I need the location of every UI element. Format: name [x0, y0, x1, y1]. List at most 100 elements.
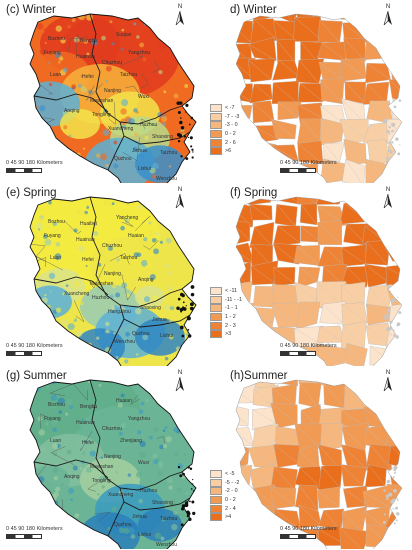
choropleth-cell [206, 0, 231, 18]
legend-label: 0 - 2 [225, 131, 236, 138]
legend-swatch [210, 330, 222, 339]
choropleth-edge [388, 409, 402, 429]
legend-swatch [210, 304, 222, 313]
choropleth-cell [294, 484, 319, 512]
surface-speckle [158, 463, 163, 469]
choropleth-cell [248, 321, 274, 349]
island [190, 488, 193, 490]
surface-speckle [78, 245, 85, 252]
surface-speckle [79, 226, 82, 230]
legend-swatch [210, 513, 222, 522]
choropleth-edge [206, 59, 231, 83]
surface-speckle [44, 294, 47, 297]
island [388, 125, 391, 129]
surface-speckle [58, 56, 64, 61]
surface-speckle [19, 433, 25, 439]
surface-speckle [18, 70, 21, 73]
city-boundary [143, 240, 160, 250]
choropleth-edge [301, 203, 318, 226]
surface-speckle [163, 90, 167, 94]
city-boundary [30, 154, 39, 180]
choropleth-cell [236, 161, 255, 183]
surface-speckle [57, 60, 61, 64]
north-arrow-icon: N [381, 187, 395, 213]
island [187, 466, 190, 469]
surface-speckle [160, 536, 165, 541]
region-map: Bozhou Huaibei Yancheng Fuyang Huainan Chuzho… [14, 196, 197, 366]
surface-speckle [133, 132, 139, 137]
choropleth-edge [366, 63, 391, 80]
city-label: Huainan [76, 54, 95, 60]
choropleth-edge [277, 101, 299, 119]
surface-speckle [101, 330, 105, 333]
surface-speckle [167, 286, 173, 292]
choropleth-cell [388, 445, 402, 472]
surface-speckle [160, 204, 164, 208]
surface-speckle [118, 431, 123, 436]
choropleth-cell [341, 158, 366, 183]
city-label: Hefei [82, 257, 94, 263]
choropleth-cell [320, 77, 345, 105]
surface-speckle [178, 400, 183, 406]
scale-label: 0 45 90 180 Kilometers [6, 160, 63, 166]
province-boundary [33, 93, 109, 113]
legend-label: -5 - -2 [225, 479, 240, 486]
surface-speckle [65, 284, 69, 288]
city-boundary [120, 55, 144, 66]
region-map: Bozhou Bengbu Huaian Fuyang Huainan Chuzhou Ya… [13, 379, 197, 549]
choropleth-edge [367, 83, 387, 104]
choropleth-cell [297, 83, 324, 103]
surface-speckle [98, 383, 102, 387]
island [383, 489, 386, 492]
surface-speckle [101, 485, 105, 489]
legend-swatch [210, 504, 222, 513]
choropleth-edge [300, 225, 321, 243]
choropleth-edge [341, 247, 366, 265]
city-boundary [130, 394, 141, 405]
choropleth-edge [342, 511, 363, 533]
surface-speckle [22, 466, 29, 473]
surface-speckle [113, 140, 118, 145]
choropleth-cell [297, 118, 324, 145]
island [176, 101, 181, 105]
surface-speckle [57, 397, 65, 405]
surface-speckle [14, 361, 19, 366]
city-label: Xuancheng [108, 126, 134, 132]
surface-speckle [30, 131, 31, 135]
surface-speckle [13, 393, 16, 396]
surface-speckle [161, 17, 165, 22]
surface-speckle [111, 283, 117, 289]
surface-speckle [179, 60, 185, 66]
choropleth-edge [296, 245, 320, 266]
legend-entry: < -7 [210, 104, 239, 113]
island [176, 306, 180, 311]
surface-speckle [96, 8, 100, 12]
surface-speckle [62, 111, 68, 116]
choropleth-edge [389, 346, 402, 366]
legend-entry: < -5 [210, 470, 239, 479]
surface-speckle [79, 346, 87, 353]
surface-speckle [30, 483, 33, 488]
surface-speckle [137, 204, 143, 210]
island [396, 322, 401, 327]
choropleth-edge [316, 344, 345, 364]
choropleth-cell [340, 321, 367, 349]
legend-label: 0 - 2 [225, 497, 236, 504]
city-label: Jinhua [132, 148, 147, 154]
surface-speckle [41, 125, 45, 129]
city-boundary [64, 220, 82, 235]
choropleth-edge [273, 466, 295, 491]
surface-speckle [105, 321, 110, 327]
surface-speckle [133, 108, 138, 113]
choropleth-edge [342, 325, 365, 348]
surface-speckle [136, 59, 141, 63]
choropleth-edge [344, 81, 366, 104]
map-panel-c-winter: Bozhou Bengbu Suqian Fuyang Huainan Chuzhou Ya… [0, 0, 206, 183]
province-boundary [107, 135, 125, 171]
surface-speckle [33, 132, 39, 139]
surface-speckle [138, 409, 144, 415]
scale-bar: 0 45 90 180 Kilometers [6, 526, 63, 539]
choropleth-edge [277, 225, 301, 244]
legend-label: 2 - 3 [225, 322, 236, 329]
